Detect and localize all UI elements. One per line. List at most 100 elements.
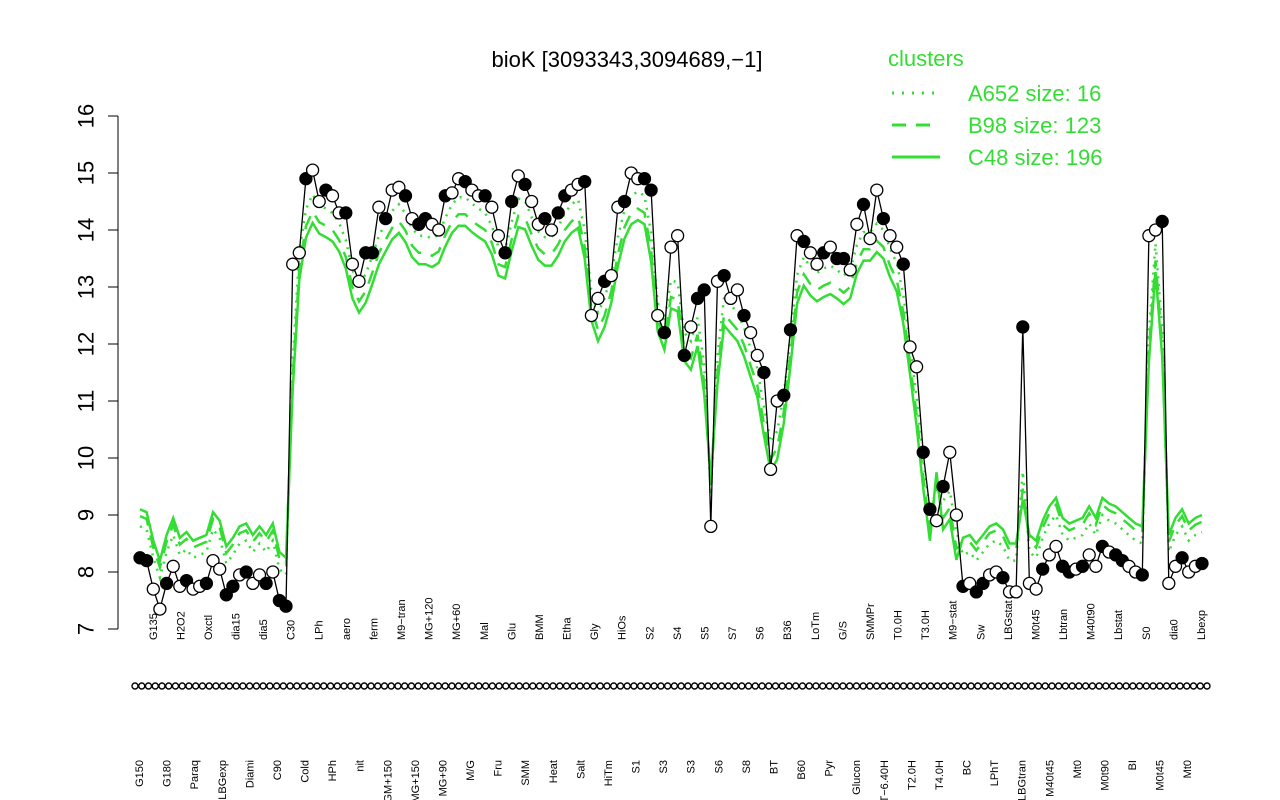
data-point (916, 445, 930, 459)
x-tick-label: H2O2 (175, 611, 187, 640)
rug-mark (131, 682, 139, 690)
rug-mark (994, 682, 1002, 690)
x-tick-label: B36 (782, 620, 794, 640)
cluster-line-c48 (139, 218, 1203, 565)
x-tick-label: S5 (699, 627, 711, 640)
rug-mark (879, 682, 888, 690)
rug-mark (165, 682, 173, 690)
data-point (651, 308, 665, 323)
rug-mark (778, 682, 786, 690)
rug-mark (205, 682, 213, 690)
rug-mark (1135, 682, 1144, 690)
data-point (259, 576, 273, 591)
data-point (863, 231, 877, 246)
data-point (929, 514, 944, 528)
data-point (378, 211, 393, 226)
data-point (505, 194, 519, 209)
rug-mark (967, 682, 975, 690)
data-point (883, 229, 897, 243)
x-tick-label: Glu (506, 623, 518, 640)
x-tick-label: G/S (837, 621, 849, 640)
rug-mark (818, 682, 827, 690)
rug-mark (825, 682, 834, 690)
data-point (909, 360, 924, 374)
gene-profile (133, 163, 1209, 616)
data-point (372, 200, 386, 214)
x-tick-label: dia0 (1168, 619, 1180, 640)
data-point (697, 283, 711, 297)
data-point (292, 246, 306, 260)
data-point (763, 462, 778, 477)
rug-mark (1041, 682, 1049, 690)
data-point (339, 206, 353, 220)
x-tick-label: LBGexp (217, 760, 229, 800)
rug-mark (414, 682, 422, 690)
data-point (936, 479, 950, 494)
rug-mark (1102, 682, 1110, 690)
rug-mark (387, 682, 395, 690)
x-tick-label: LoTm (810, 612, 822, 640)
x-tick-label: T−6.40H (879, 760, 891, 800)
x-tick-label: Paraq (189, 760, 201, 789)
rug-mark (1007, 682, 1016, 690)
y-tick-label-16: 16 (74, 104, 99, 128)
data-point (299, 172, 313, 186)
x-tick-label: M9−stat (948, 601, 960, 640)
x-tick-label: Salt (575, 760, 587, 779)
data-point (810, 257, 824, 271)
data-point (757, 365, 771, 380)
x-tick-label: Gly (589, 623, 601, 640)
x-tick-label: G180 (162, 760, 174, 787)
rug-mark (232, 682, 240, 690)
data-point (876, 211, 891, 226)
x-tick-label: Mal (479, 622, 491, 640)
rug-mark (751, 682, 759, 690)
data-point (153, 602, 167, 616)
x-tick-label: S4 (672, 627, 684, 640)
data-point (266, 565, 280, 579)
data-point (485, 200, 499, 214)
data-point (890, 240, 904, 254)
data-point (226, 579, 240, 593)
rug-mark (1001, 682, 1009, 690)
rug-mark (886, 682, 894, 690)
rug-mark (198, 682, 207, 690)
rug-mark (468, 682, 476, 690)
rug-mark (872, 682, 881, 690)
x-tick-label: LBGtran (1017, 760, 1029, 800)
data-point (491, 229, 506, 243)
data-point (199, 576, 214, 591)
rug-mark (1048, 682, 1056, 690)
y-tick-label-10: 10 (74, 446, 99, 470)
rug-mark (832, 682, 840, 690)
x-tick-label: T0.0H (893, 610, 905, 640)
rug-mark (1142, 682, 1151, 690)
x-tick-label: Mt0 (1182, 760, 1194, 778)
data-point (1082, 548, 1096, 562)
legend-title: clusters (888, 46, 964, 71)
data-point (286, 257, 300, 271)
rug-mark (374, 682, 382, 690)
rug-mark (596, 682, 604, 690)
rug-mark (1034, 682, 1043, 690)
rug-mark (738, 682, 746, 690)
rug-mark (609, 682, 618, 690)
y-tick-label-7: 7 (74, 623, 99, 635)
x-tick-label: T2.0H (906, 760, 918, 790)
rug-mark (697, 682, 706, 690)
x-tick-label: SMM (520, 760, 532, 786)
data-point (1162, 576, 1176, 591)
data-point (146, 582, 160, 596)
rug-mark (758, 682, 766, 690)
x-tick-label: Diami (244, 760, 256, 788)
data-point (949, 508, 964, 522)
rug-mark (953, 682, 962, 690)
rug-mark (1183, 682, 1191, 690)
data-point (166, 559, 180, 573)
rug-mark (643, 682, 652, 690)
x-tick-label: M0t45 (1030, 609, 1042, 640)
legend-entry-a652: A652 size: 16 (968, 81, 1101, 106)
rug-mark (839, 682, 847, 690)
rug-mark (785, 682, 793, 690)
y-tick-label-15: 15 (74, 161, 99, 185)
